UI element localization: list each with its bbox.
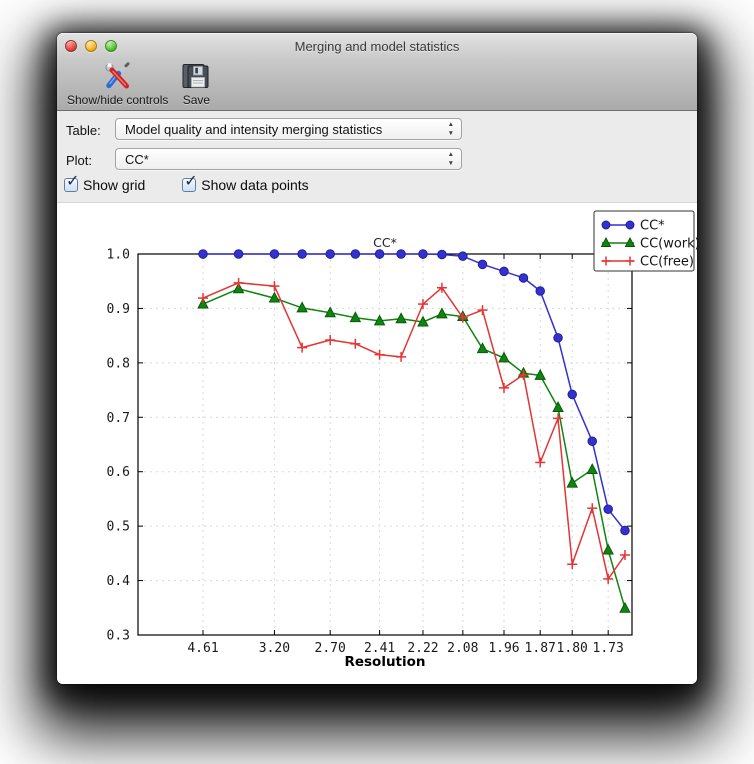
app-window: Merging and model statistics Show/hide c [57, 33, 700, 684]
x-tick-label: 2.22 [407, 641, 438, 656]
checkbox-show-grid[interactable]: ✓ Show grid [64, 173, 146, 193]
checkbox-row: ✓ Show grid ✓ Show data points [64, 173, 309, 193]
x-tick-label: 1.87 [525, 641, 556, 656]
plot-label: Plot: [66, 153, 93, 168]
x-tick-label: 4.61 [187, 641, 218, 656]
plot-region: 4.61 3.20 2.70 2.41 2.22 2.08 1.96 1.87 1.80 1.73… [57, 203, 700, 684]
zoom-button[interactable] [105, 40, 117, 52]
legend-entry-label: CC* [640, 219, 665, 234]
minimize-button[interactable] [85, 40, 97, 52]
x-tick-label: 3.20 [259, 641, 290, 656]
tools-icon [105, 62, 130, 89]
window-title: Merging and model statistics [294, 39, 460, 54]
checkbox-show-data-points[interactable]: ✓ Show data points [182, 173, 309, 193]
chart: 4.61 3.20 2.70 2.41 2.22 2.08 1.96 1.87 1.80 1.73… [107, 210, 700, 670]
x-tick-label: 1.80 [557, 641, 588, 656]
save-label: Save [182, 93, 211, 107]
x-tick-label: 2.08 [447, 641, 478, 656]
data-series [197, 249, 631, 613]
checkbox-show-data-points-label: Show data points [201, 177, 309, 193]
x-tick-label: 1.96 [488, 641, 519, 656]
legend-entry-label: CC(work) [640, 237, 697, 252]
stepper-icon: ▲ ▼ [447, 121, 454, 137]
chart-title: CC* [373, 235, 397, 250]
series-CC* [198, 249, 630, 536]
table-select[interactable]: Model quality and intensity merging stat… [115, 118, 462, 140]
series-CC(free) [198, 277, 630, 584]
window-chrome: Merging and model statistics Show/hide c [57, 33, 697, 111]
y-tick-label: 0.4 [107, 574, 131, 589]
y-tick-label: 0.8 [107, 356, 130, 371]
x-tick-label: 2.41 [364, 641, 395, 656]
x-tick-label: 2.70 [315, 641, 346, 656]
y-tick-label: 1.0 [107, 248, 130, 263]
controls-panel: Table: Model quality and intensity mergi… [57, 111, 697, 203]
x-axis-label: Resolution [344, 654, 425, 670]
y-tick-label: 0.5 [107, 520, 130, 535]
table-label: Table: [66, 123, 101, 138]
show-hide-controls-label: Show/hide controls [67, 93, 169, 107]
grid-lines [138, 253, 632, 636]
save-button[interactable]: Save [174, 59, 218, 108]
y-tick-label: 0.6 [107, 465, 130, 480]
y-tick-label: 0.3 [107, 629, 130, 644]
save-icon [182, 64, 209, 88]
show-hide-controls-button[interactable]: Show/hide controls [61, 59, 174, 108]
table-select-value: Model quality and intensity merging stat… [125, 122, 383, 137]
legend: CC* CC(work) CC(free) [593, 210, 700, 272]
y-tick-label: 0.7 [107, 411, 130, 426]
legend-entry-label: CC(free) [640, 255, 694, 270]
checkbox-show-grid-label: Show grid [83, 177, 146, 193]
toolbar: Show/hide controls Save [61, 59, 218, 110]
series-CC(work) [197, 282, 631, 613]
traffic-lights [65, 40, 117, 52]
titlebar[interactable]: Merging and model statistics [57, 33, 697, 59]
plot-select-value: CC* [125, 152, 149, 167]
checkbox-box: ✓ [182, 173, 198, 192]
close-button[interactable] [65, 40, 77, 52]
axes: 4.61 3.20 2.70 2.41 2.22 2.08 1.96 1.87 1.80 1.73… [107, 235, 633, 670]
check-icon: ✓ [66, 173, 80, 190]
x-tick-label: 1.73 [593, 641, 624, 656]
plot-select[interactable]: CC* ▲ ▼ [115, 148, 462, 170]
stepper-icon: ▲ ▼ [447, 151, 454, 167]
y-tick-label: 0.9 [107, 302, 130, 317]
checkbox-box: ✓ [64, 173, 79, 192]
check-icon: ✓ [184, 173, 198, 190]
